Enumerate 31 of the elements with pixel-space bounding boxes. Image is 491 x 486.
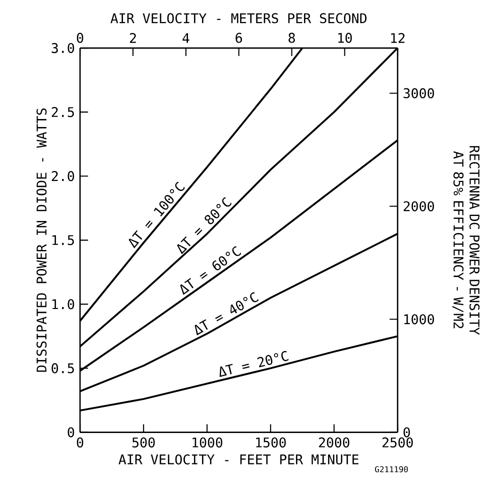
x2-tick-label: 0 bbox=[76, 32, 84, 44]
text: ΔT = 40°C bbox=[194, 292, 259, 336]
y-tick-label: 2.5 bbox=[52, 107, 74, 118]
y-tick-label: 2.0 bbox=[52, 171, 74, 182]
x-tick-label: 0 bbox=[76, 438, 84, 448]
text: G211190 bbox=[375, 466, 408, 472]
x2-tick-label: 12 bbox=[391, 33, 405, 44]
x2-tick-label: 6 bbox=[236, 32, 242, 44]
x2-tick-label: 8 bbox=[288, 32, 295, 44]
x-axis-title: AIR VELOCITY - FEET PER MINUTE bbox=[118, 454, 358, 465]
y2-axis-title: RECTENNA DC POWER DENSITY AT 85% EFFICIENCY - W/M2 bbox=[452, 146, 480, 336]
x2-tick-label: 4 bbox=[182, 33, 190, 44]
y2-tick-label: 3000 bbox=[404, 88, 434, 98]
y-tick-label: 1.0 bbox=[52, 299, 74, 310]
y2-tick-label: 1000 bbox=[404, 314, 434, 324]
y2-tick-label: 0 bbox=[404, 427, 410, 438]
y-tick-label: 0.5 bbox=[52, 363, 74, 374]
x-tick-label: 1000 bbox=[192, 438, 222, 448]
y-tick-label: 3.0 bbox=[52, 43, 74, 54]
x-tick-label: 2000 bbox=[319, 438, 350, 448]
y2-tick-label: 2000 bbox=[404, 201, 434, 212]
text: ΔT = 20°C bbox=[220, 351, 289, 378]
y-axis-title: DISSIPATED POWER IN DIODE - WATTS bbox=[36, 108, 47, 372]
y-tick-label: 1.5 bbox=[52, 235, 74, 246]
x-tick-label: 500 bbox=[132, 438, 155, 448]
x2-tick-label: 2 bbox=[130, 33, 136, 44]
x-tick-label: 2500 bbox=[382, 438, 413, 448]
y-tick-label: 0 bbox=[68, 427, 74, 438]
x-tick-label: 1500 bbox=[256, 438, 286, 448]
x2-tick-label: 10 bbox=[338, 32, 352, 44]
x2-axis-title: AIR VELOCITY - METERS PER SECOND bbox=[110, 13, 367, 24]
